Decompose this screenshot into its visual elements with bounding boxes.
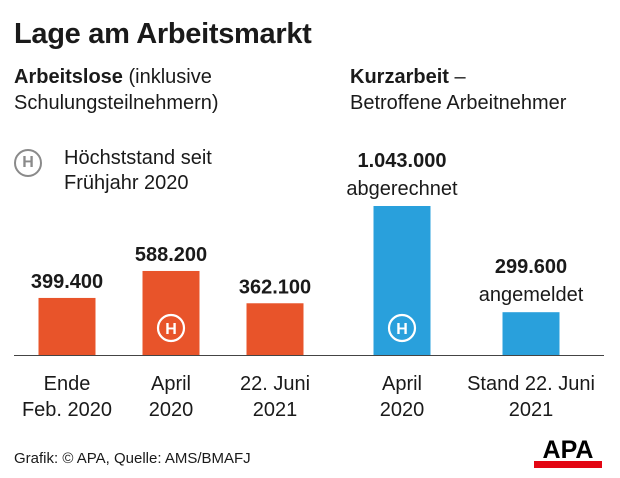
x-tick-label-2-line-1: April	[151, 373, 191, 395]
apa-logo-text: APA	[543, 436, 594, 464]
x-tick-label-3-line-2: 2021	[253, 399, 298, 421]
section-label-unemployed-bold: Arbeitslose	[14, 66, 123, 88]
bar-value-label-4: 1.043.000	[358, 150, 447, 172]
section-label-unemployed: Arbeitslose (inklusive Schulungsteilnehm…	[14, 64, 219, 116]
bar-5	[502, 312, 560, 355]
bar-value-label-2: 588.200	[135, 244, 207, 266]
section-label-short-time-work-rest: –	[448, 66, 466, 88]
x-tick-label-1-line-2: Feb. 2020	[22, 399, 112, 421]
x-tick-label-4-line-2: 2020	[380, 399, 425, 421]
x-tick-label-5-line-1: Stand 22. Juni	[467, 373, 595, 395]
h-badge-letter-bar-4: H	[396, 321, 408, 338]
apa-logo: APA	[534, 436, 602, 468]
apa-logo-bar	[534, 461, 602, 468]
h-badge-letter-bar-2: H	[165, 321, 177, 338]
source-footer: Grafik: © APA, Quelle: AMS/BMAFJ	[14, 450, 251, 467]
bar-4	[373, 206, 431, 355]
x-tick-label-1-line-1: Ende	[44, 373, 91, 395]
legend-line1: Höchststand seit	[64, 147, 212, 169]
section-label-short-time-work-bold: Kurzarbeit	[350, 66, 449, 88]
h-badge-icon: H	[14, 149, 42, 177]
bar-1	[38, 297, 96, 355]
bar-3	[246, 303, 304, 355]
x-tick-label-4-line-1: April	[382, 373, 422, 395]
chart-title: Lage am Arbeitsmarkt	[14, 18, 312, 50]
h-badge-icon-bar-2	[156, 313, 186, 343]
section-label-unemployed-line2: Schulungsteilnehmern)	[14, 92, 219, 114]
bar-value-label-3: 362.100	[239, 276, 311, 298]
section-label-short-time-work-line2: Betroffene Arbeitnehmer	[350, 92, 567, 114]
legend-line2: Frühjahr 2020	[64, 172, 189, 194]
bar-value-label-1: 399.400	[31, 271, 103, 293]
bar-2	[142, 270, 200, 355]
section-label-unemployed-rest: (inklusive	[122, 66, 212, 88]
bar-sublabel-4: abgerechnet	[346, 178, 458, 200]
section-label-short-time-work: Kurzarbeit – Betroffene Arbeitnehmer	[350, 64, 566, 116]
h-badge-icon-bar-4	[387, 313, 417, 343]
bar-sublabel-5: angemeldet	[479, 284, 584, 306]
x-tick-label-3-line-1: 22. Juni	[240, 373, 310, 395]
bar-value-label-5: 299.600	[495, 256, 567, 278]
x-tick-label-5-line-2: 2021	[509, 399, 554, 421]
x-tick-label-2-line-2: 2020	[149, 399, 194, 421]
legend-text: Höchststand seit Frühjahr 2020	[64, 146, 304, 196]
